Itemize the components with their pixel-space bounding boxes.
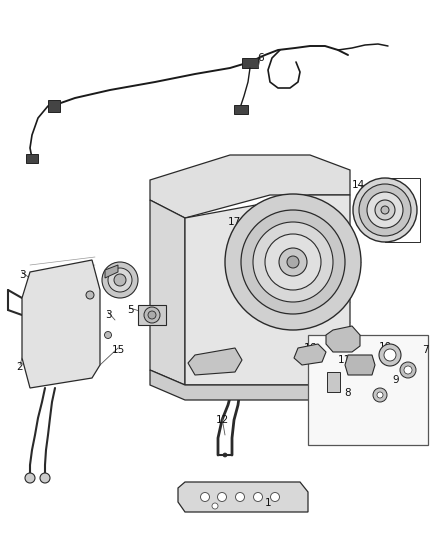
Text: 8: 8 <box>345 388 351 398</box>
Circle shape <box>400 362 416 378</box>
Polygon shape <box>150 200 185 385</box>
Text: 14: 14 <box>351 180 364 190</box>
Polygon shape <box>22 260 100 388</box>
Circle shape <box>40 473 50 483</box>
Polygon shape <box>345 355 375 375</box>
Text: 1: 1 <box>265 498 271 508</box>
Text: 3: 3 <box>19 270 25 280</box>
Text: 9: 9 <box>393 375 399 385</box>
Circle shape <box>241 210 345 314</box>
Circle shape <box>359 184 411 236</box>
Circle shape <box>404 366 412 374</box>
Text: 2: 2 <box>17 362 23 372</box>
Circle shape <box>148 311 156 319</box>
Circle shape <box>108 268 132 292</box>
Text: 12: 12 <box>215 415 229 425</box>
Circle shape <box>253 222 333 302</box>
Text: 7: 7 <box>422 345 428 355</box>
Polygon shape <box>138 305 166 325</box>
Circle shape <box>287 256 299 268</box>
Polygon shape <box>105 265 118 278</box>
Circle shape <box>105 332 112 338</box>
Circle shape <box>379 344 401 366</box>
Circle shape <box>373 388 387 402</box>
Circle shape <box>279 248 307 276</box>
Polygon shape <box>242 58 258 68</box>
Circle shape <box>86 291 94 299</box>
Text: 11: 11 <box>337 355 351 365</box>
Polygon shape <box>150 370 350 400</box>
Text: 6: 6 <box>258 53 264 63</box>
Text: 3: 3 <box>105 310 111 320</box>
Circle shape <box>236 492 244 502</box>
Text: 4: 4 <box>199 360 205 370</box>
Polygon shape <box>26 154 38 163</box>
Polygon shape <box>150 155 350 218</box>
Circle shape <box>265 234 321 290</box>
Text: 17: 17 <box>227 217 240 227</box>
Circle shape <box>384 349 396 361</box>
Text: 16: 16 <box>304 343 317 353</box>
Circle shape <box>201 492 209 502</box>
Polygon shape <box>48 100 60 112</box>
Circle shape <box>377 392 383 398</box>
Circle shape <box>218 492 226 502</box>
Circle shape <box>225 194 361 330</box>
Text: 3: 3 <box>105 267 111 277</box>
Circle shape <box>367 192 403 228</box>
Bar <box>308 335 428 445</box>
Circle shape <box>144 307 160 323</box>
Text: 15: 15 <box>111 345 125 355</box>
Circle shape <box>114 274 126 286</box>
Text: 5: 5 <box>127 305 133 315</box>
Circle shape <box>254 492 262 502</box>
Circle shape <box>375 200 395 220</box>
Circle shape <box>271 492 279 502</box>
Circle shape <box>353 178 417 242</box>
Circle shape <box>223 453 227 457</box>
Polygon shape <box>188 348 242 375</box>
Polygon shape <box>178 482 308 512</box>
Circle shape <box>102 262 138 298</box>
Circle shape <box>212 503 218 509</box>
Circle shape <box>25 473 35 483</box>
Circle shape <box>381 206 389 214</box>
Polygon shape <box>327 372 340 392</box>
Polygon shape <box>185 195 350 385</box>
Polygon shape <box>326 326 360 352</box>
Text: 13: 13 <box>333 333 346 343</box>
Text: 10: 10 <box>378 342 392 352</box>
Polygon shape <box>294 344 326 365</box>
Polygon shape <box>234 105 248 114</box>
